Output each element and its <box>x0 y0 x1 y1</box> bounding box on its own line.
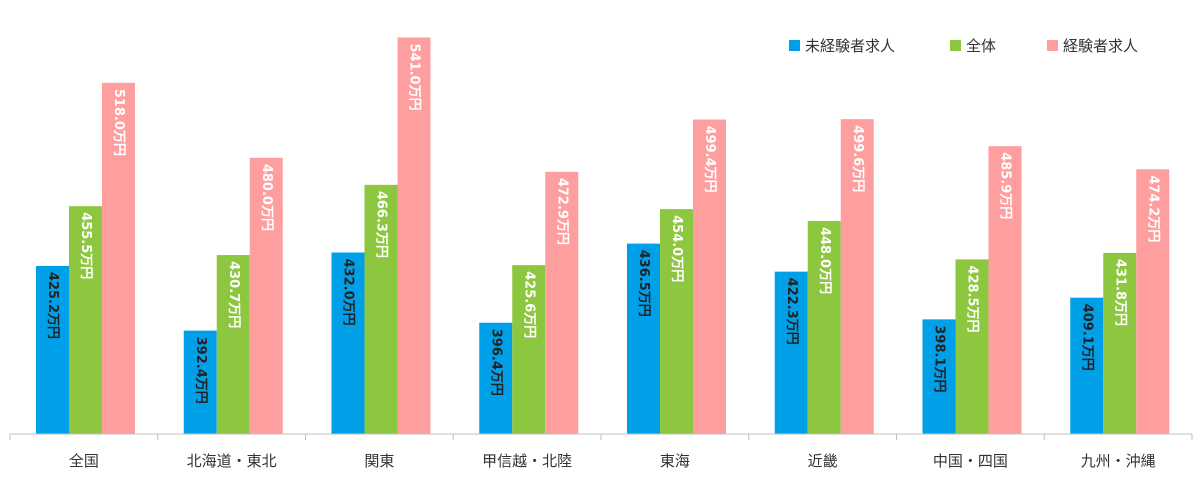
chart-legend: 未経験者求人 全体 経験者求人 <box>789 37 1138 55</box>
data-label: 430.7万円 <box>226 261 241 328</box>
data-label: 485.9万円 <box>998 152 1013 219</box>
legend-swatch <box>789 40 800 51</box>
data-label: 448.0万円 <box>817 227 832 294</box>
bar <box>922 319 956 434</box>
legend-label: 全体 <box>966 37 996 55</box>
data-label: 396.4万円 <box>488 329 503 396</box>
data-label: 480.0万円 <box>259 164 274 231</box>
bar <box>660 209 693 434</box>
bar <box>545 171 579 435</box>
data-label: 398.1万円 <box>932 325 947 392</box>
data-label: 499.6万円 <box>850 125 865 192</box>
data-label: 541.0万円 <box>407 43 422 110</box>
x-tick-label: 甲信越・北陸 <box>482 452 572 470</box>
data-label: 466.3万円 <box>374 191 389 258</box>
bar <box>249 157 283 434</box>
legend-label: 未経験者求人 <box>805 37 895 55</box>
data-label: 428.5万円 <box>965 265 980 332</box>
bar <box>1103 252 1137 434</box>
data-label: 454.0万円 <box>669 215 684 282</box>
bar <box>840 119 874 435</box>
x-tick-label: 中国・四国 <box>933 452 1008 470</box>
bar <box>627 243 660 434</box>
data-label: 499.4万円 <box>702 126 717 193</box>
data-label: 472.9万円 <box>554 178 569 245</box>
bar <box>955 259 989 434</box>
data-label: 432.0万円 <box>341 259 356 326</box>
bar <box>1136 169 1170 434</box>
bar <box>364 184 398 434</box>
bar <box>69 206 102 434</box>
legend-swatch <box>1047 40 1058 51</box>
data-label: 436.5万円 <box>636 250 651 317</box>
bar <box>988 146 1022 435</box>
bar <box>331 252 365 434</box>
x-tick-label: 近畿 <box>808 452 838 470</box>
bar <box>102 82 135 434</box>
data-label: 422.3万円 <box>784 278 799 345</box>
bar <box>183 330 217 434</box>
data-label: 409.1万円 <box>1079 304 1094 371</box>
data-label: 518.0万円 <box>111 89 126 156</box>
x-axis: 全国 北海道・東北 関東 甲信越・北陸 東海 近畿 中国・四国 九州・沖縄 <box>9 433 1193 470</box>
bar <box>693 119 726 434</box>
bar <box>512 265 546 434</box>
bar <box>479 322 513 434</box>
bar <box>774 271 808 434</box>
x-tick-label: 全国 <box>69 452 99 470</box>
chart-bars: 425.2万円 455.5万円 518.0万円 392.4万円 430.7万円 480.0… <box>36 37 1170 435</box>
x-tick-label: 九州・沖縄 <box>1081 452 1156 470</box>
bar <box>807 220 841 434</box>
x-tick-label: 東海 <box>660 452 690 470</box>
bar <box>216 255 250 434</box>
data-label: 474.2万円 <box>1145 175 1160 242</box>
x-tick-label: 関東 <box>364 452 394 470</box>
data-label: 431.8万円 <box>1112 259 1127 326</box>
data-label: 455.5万円 <box>78 212 93 279</box>
data-label: 425.2万円 <box>45 272 60 339</box>
bar <box>397 37 431 435</box>
bar <box>1070 297 1104 434</box>
legend-label: 経験者求人 <box>1063 37 1138 55</box>
data-label: 392.4万円 <box>193 337 208 404</box>
legend-swatch <box>950 40 961 51</box>
bar <box>36 265 69 434</box>
data-label: 425.6万円 <box>521 271 536 338</box>
x-tick-label: 北海道・東北 <box>187 452 277 470</box>
